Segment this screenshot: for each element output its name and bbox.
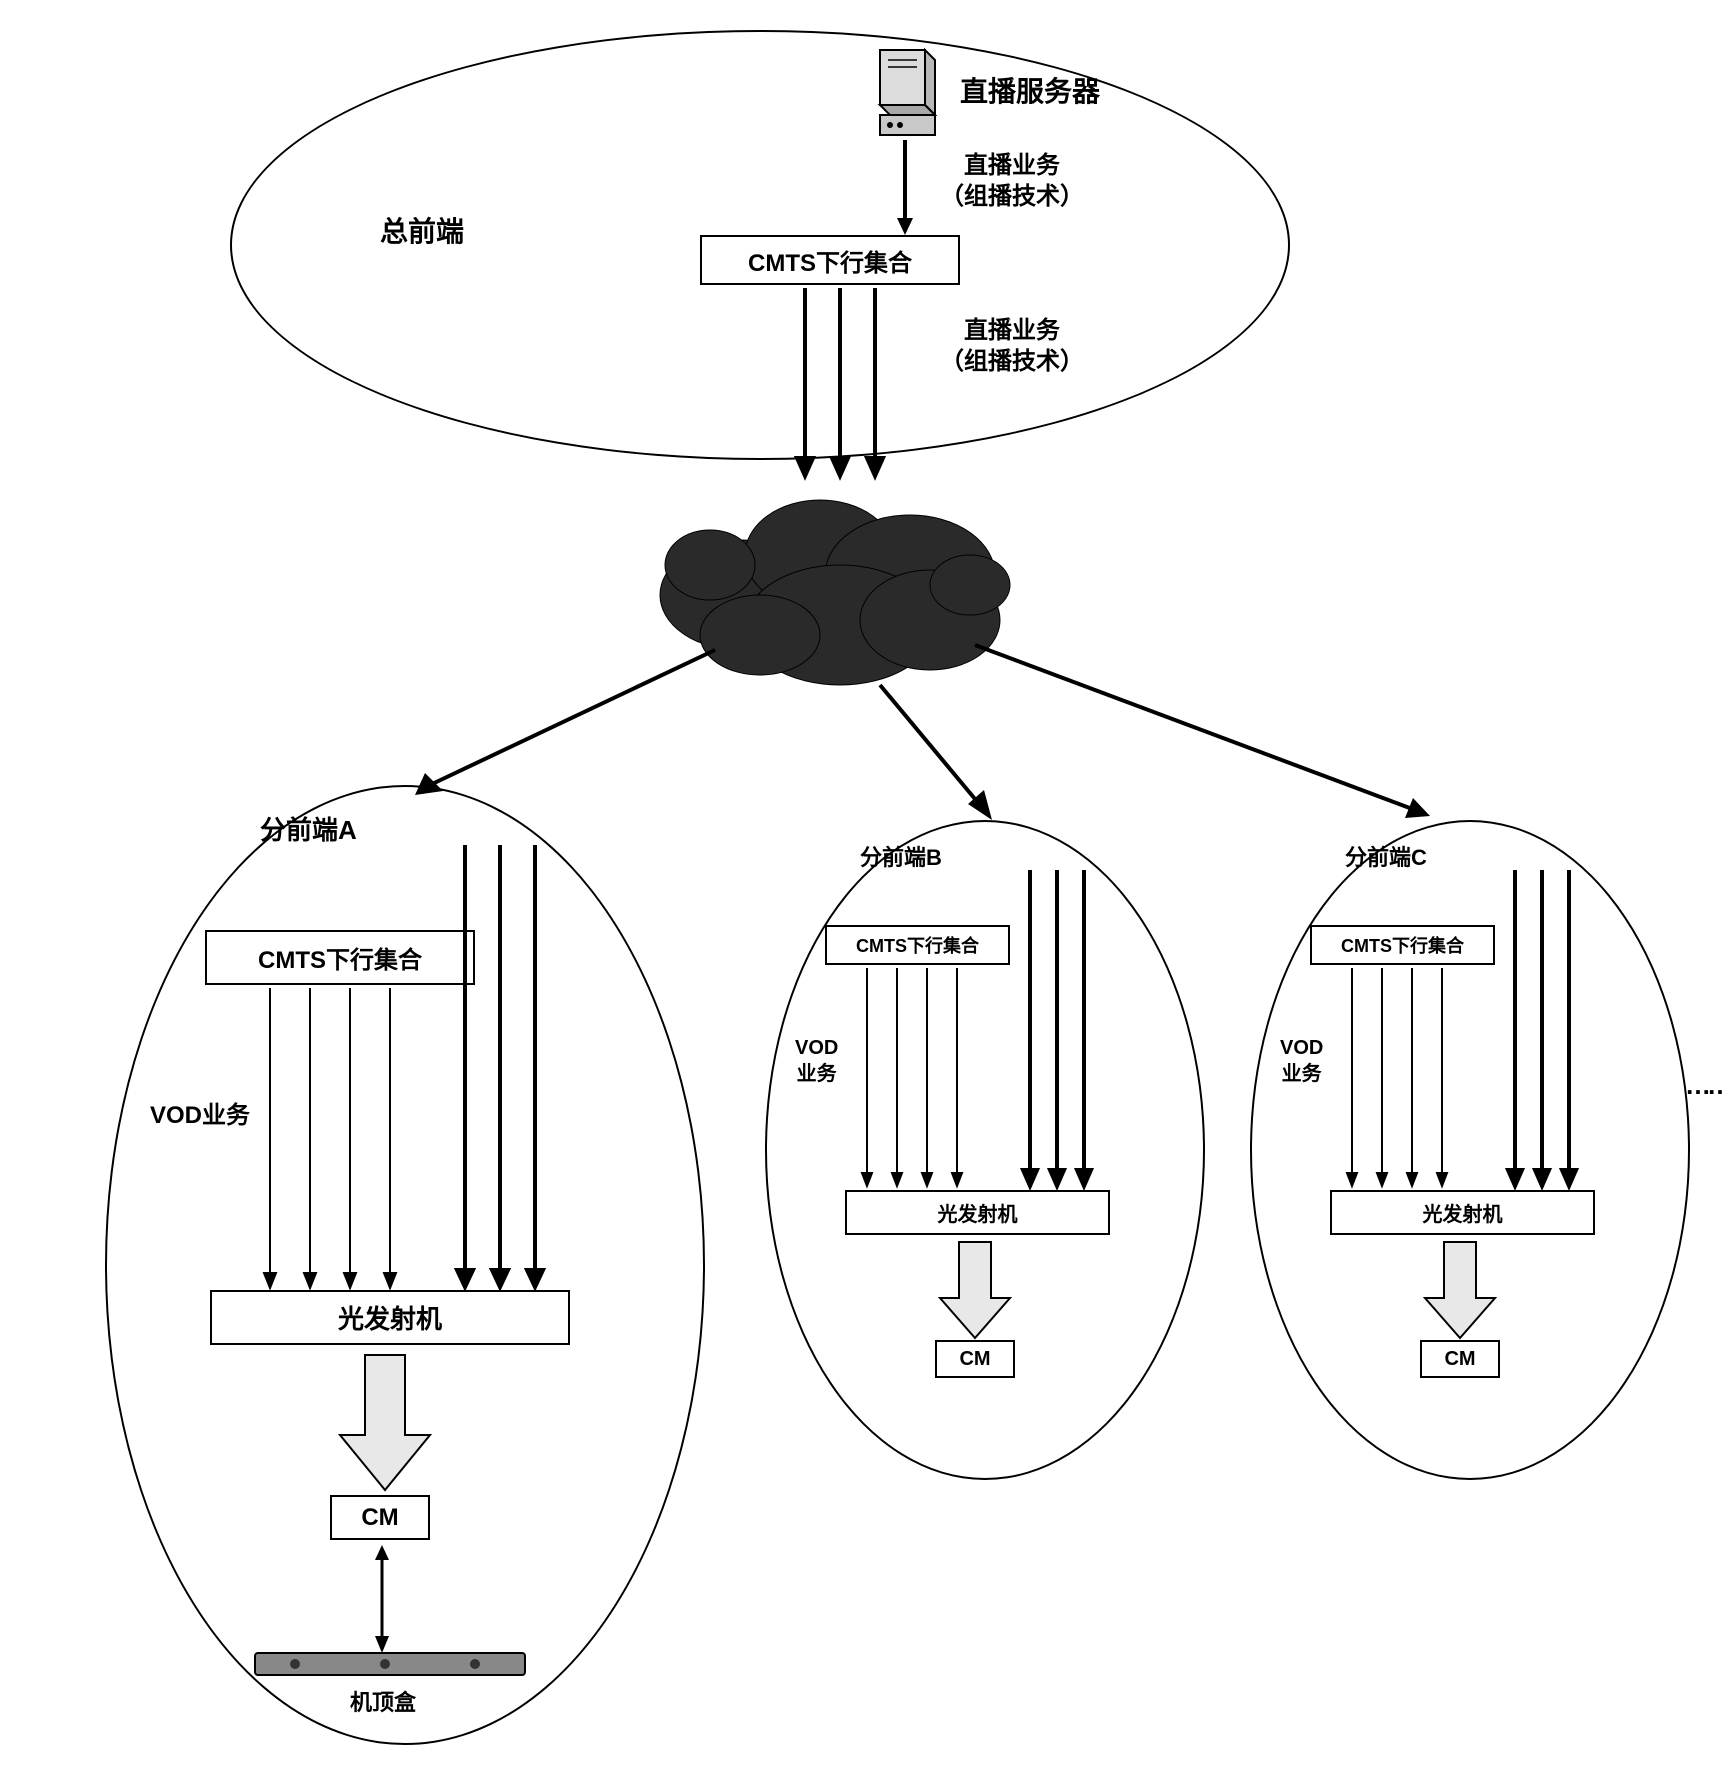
arrow2-line2: （组播技术） bbox=[940, 348, 1084, 375]
cmts-b-box: CMTS下行集合 bbox=[825, 925, 1010, 965]
stb-label: 机顶盒 bbox=[350, 1685, 416, 1717]
cmts-b-label: CMTS下行集合 bbox=[856, 932, 979, 958]
sub-headend-c-label: 分前端C bbox=[1345, 840, 1427, 872]
arrow2-line1: 直播业务 bbox=[964, 317, 1060, 344]
transmitter-b-box: 光发射机 bbox=[845, 1190, 1110, 1235]
cmts-a-box: CMTS下行集合 bbox=[205, 930, 475, 985]
cm-stb-arrow bbox=[370, 1543, 396, 1658]
arrows-live-into-c bbox=[1500, 870, 1595, 1195]
vod-c-line2: 业务 bbox=[1282, 1063, 1322, 1085]
cm-c-label: CM bbox=[1444, 1348, 1475, 1371]
arrows-cmts-c-vod bbox=[1340, 968, 1460, 1193]
sub-headend-c-ellipse bbox=[1250, 820, 1690, 1480]
transmitter-c-box: 光发射机 bbox=[1330, 1190, 1595, 1235]
transmitter-b-label: 光发射机 bbox=[938, 1198, 1018, 1227]
arrow-cloud-to-c bbox=[965, 640, 1445, 835]
cmts-a-label: CMTS下行集合 bbox=[258, 940, 422, 975]
cm-b-box: CM bbox=[935, 1340, 1015, 1378]
cm-a-box: CM bbox=[330, 1495, 430, 1540]
arrows-cmts-a-vod bbox=[255, 988, 415, 1298]
vod-c-line1: VOD bbox=[1280, 1037, 1323, 1059]
stb-icon bbox=[255, 1650, 525, 1680]
vod-c-label: VOD 业务 bbox=[1280, 1035, 1323, 1087]
server-label: 直播服务器 bbox=[960, 70, 1100, 110]
sub-headend-a-label: 分前端A bbox=[260, 810, 357, 847]
diagram-canvas: 总前端 直播服务器 直播业务 （组播技术） CMTS下行集合 直播业务 （组播技… bbox=[0, 0, 1725, 1776]
cmts-c-box: CMTS下行集合 bbox=[1310, 925, 1495, 965]
arrows-cmts-down bbox=[790, 288, 900, 488]
vod-b-label: VOD 业务 bbox=[795, 1035, 838, 1087]
arrows-live-into-b bbox=[1015, 870, 1110, 1195]
arrow1-label: 直播业务 （组播技术） bbox=[940, 150, 1084, 212]
ellipsis: …… bbox=[1685, 1070, 1725, 1101]
transmitter-a-label: 光发射机 bbox=[338, 1299, 442, 1336]
arrow1-line1: 直播业务 bbox=[964, 152, 1060, 179]
cmts-main-label: CMTS下行集合 bbox=[748, 243, 912, 278]
transmitter-a-box: 光发射机 bbox=[210, 1290, 570, 1345]
sub-headend-b-label: 分前端B bbox=[860, 840, 942, 872]
arrows-live-into-a bbox=[445, 845, 565, 1295]
cmts-c-label: CMTS下行集合 bbox=[1341, 932, 1464, 958]
server-icon bbox=[870, 45, 940, 140]
transmitter-c-label: 光发射机 bbox=[1423, 1198, 1503, 1227]
cm-b-label: CM bbox=[959, 1348, 990, 1371]
block-arrow-c bbox=[1420, 1238, 1500, 1343]
sub-headend-b-ellipse bbox=[765, 820, 1205, 1480]
headend-main-label: 总前端 bbox=[380, 210, 464, 250]
block-arrow-a bbox=[335, 1350, 435, 1495]
arrow2-label: 直播业务 （组播技术） bbox=[940, 315, 1084, 377]
arrow-server-to-cmts bbox=[895, 140, 919, 240]
vod-a-label: VOD业务 bbox=[150, 1095, 250, 1130]
block-arrow-b bbox=[935, 1238, 1015, 1343]
arrow-cloud-to-a bbox=[405, 645, 725, 810]
arrow1-line2: （组播技术） bbox=[940, 183, 1084, 210]
cm-c-box: CM bbox=[1420, 1340, 1500, 1378]
vod-b-line2: 业务 bbox=[797, 1063, 837, 1085]
arrows-cmts-b-vod bbox=[855, 968, 975, 1193]
cmts-main-box: CMTS下行集合 bbox=[700, 235, 960, 285]
cm-a-label: CM bbox=[361, 1504, 398, 1532]
vod-b-line1: VOD bbox=[795, 1037, 838, 1059]
